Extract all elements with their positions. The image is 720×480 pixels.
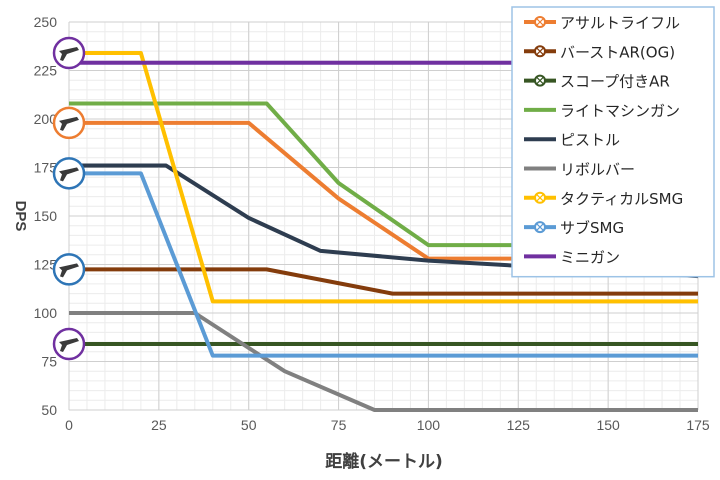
x-tick-label: 50	[241, 417, 257, 433]
series-line	[69, 163, 699, 279]
x-tick-label: 125	[507, 417, 531, 433]
legend-label: ピストル	[560, 131, 620, 149]
y-tick-label: 100	[34, 305, 58, 321]
weapon-badge	[52, 253, 86, 286]
legend-item: サブSMG	[524, 219, 624, 237]
y-tick-label: 75	[41, 354, 57, 370]
legend-item: ピストル	[524, 131, 620, 149]
legend-label: ミニガン	[560, 248, 620, 266]
legend-item: アサルトライフル	[524, 14, 680, 32]
y-tick-label: 150	[34, 208, 58, 224]
x-tick-label: 75	[331, 417, 347, 433]
legend-marker-cross	[536, 223, 544, 232]
legend-marker-cross	[536, 47, 544, 56]
x-tick-label: 150	[596, 417, 620, 433]
y-tick-label: 50	[41, 402, 57, 418]
y-axis-label: DPS	[12, 201, 29, 232]
legend-item: ミニガン	[524, 248, 620, 266]
weapon-badges	[52, 36, 86, 361]
rifle-icon	[59, 167, 79, 182]
weapon-badge	[52, 106, 86, 140]
legend-label: リボルバー	[560, 161, 635, 179]
legend-label: ライトマシンガン	[560, 102, 680, 120]
y-tick-labels: 50 75 100 125 150 175 200 225 250	[34, 14, 58, 418]
legend-item: スコープ付きAR	[524, 73, 670, 91]
legend-label: サブSMG	[560, 219, 624, 237]
x-tick-label: 175	[686, 417, 710, 433]
legend-item: タクティカルSMG	[524, 190, 683, 208]
legend-marker-cross	[536, 193, 544, 202]
weapon-badge	[52, 327, 86, 361]
y-tick-label: 250	[34, 14, 58, 30]
x-tick-label: 100	[417, 417, 441, 433]
series-line	[69, 51, 698, 304]
y-tick-label: 225	[34, 63, 58, 79]
legend-label: バーストAR(OG)	[560, 43, 675, 61]
legend-label: アサルトライフル	[560, 14, 680, 32]
x-tick-label: 25	[151, 417, 167, 433]
x-tick-labels: 0 25 50 75 100 125 150 175	[65, 417, 710, 433]
x-axis-label: 距離(メートル)	[325, 451, 443, 472]
legend-item: リボルバー	[524, 161, 635, 179]
weapon-badge	[52, 36, 86, 70]
weapon-badge	[52, 157, 86, 190]
series-line	[69, 267, 698, 296]
legend-item: バーストAR(OG)	[524, 43, 675, 61]
rifle-icon	[59, 338, 79, 353]
series-line	[69, 171, 698, 358]
rifle-icon	[59, 47, 79, 62]
legend-marker-cross	[536, 76, 544, 85]
x-tick-label: 0	[65, 417, 73, 433]
y-tick-label: 125	[34, 257, 58, 273]
legend-label: スコープ付きAR	[560, 73, 670, 91]
rifle-icon	[59, 116, 79, 131]
y-tick-label: 200	[34, 111, 58, 127]
legend-item: ライトマシンガン	[524, 102, 680, 120]
y-tick-label: 175	[34, 160, 58, 176]
series-line	[69, 311, 698, 412]
rifle-icon	[59, 263, 79, 278]
legend-label: タクティカルSMG	[560, 190, 683, 208]
legend-marker-cross	[536, 18, 544, 26]
